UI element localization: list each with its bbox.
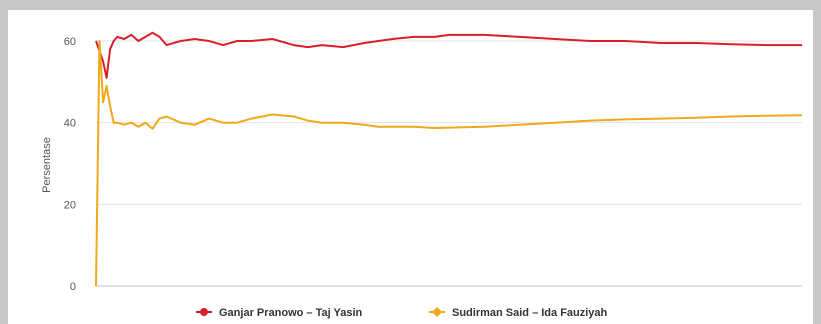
legend-circle-marker (200, 308, 208, 316)
series-lines (95, 31, 803, 287)
y-axis-label: Persentase (41, 137, 53, 193)
legend-item-1[interactable]: Ganjar Pranowo – Taj Yasin (196, 307, 363, 319)
y-tick-label: 20 (64, 199, 76, 211)
series-line-1 (95, 31, 802, 79)
y-tick-label: 40 (64, 118, 76, 130)
y-tick-label: 60 (64, 36, 76, 48)
legend-label: Sudirman Said – Ida Fauziyah (452, 307, 608, 319)
legend-item-2[interactable]: Sudirman Said – Ida Fauziyah (429, 307, 608, 319)
y-axis-ticks: 0 20 40 60 (64, 36, 76, 293)
legend-label: Ganjar Pranowo – Taj Yasin (219, 307, 363, 319)
series-line-2 (95, 40, 803, 287)
gridlines (96, 40, 802, 287)
y-tick-label: 0 (70, 281, 76, 293)
legend-diamond-marker (432, 307, 442, 317)
legend: Ganjar Pranowo – Taj Yasin Sudirman Said … (196, 307, 608, 319)
